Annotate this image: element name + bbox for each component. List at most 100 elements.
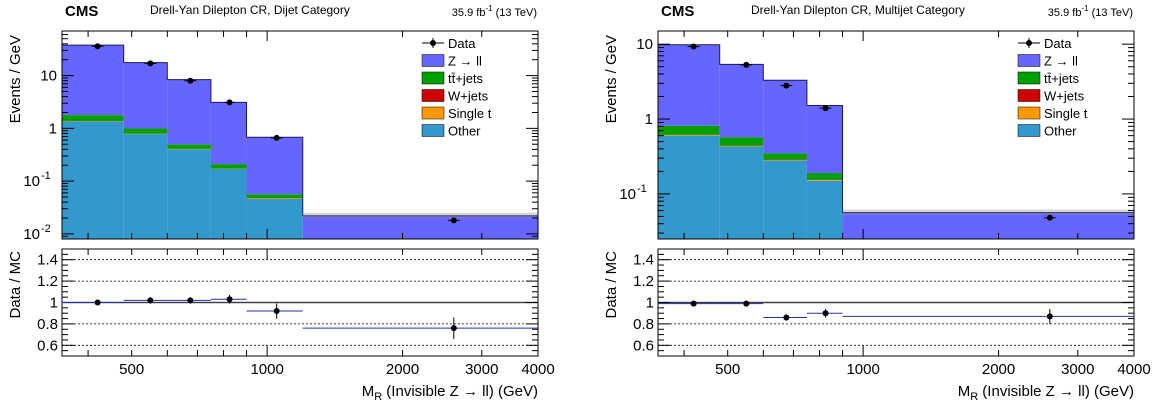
bar-z-ll [62,45,124,116]
legend-swatch [421,106,445,120]
ratio-y-tick-label: 0.8 [37,316,58,333]
data-point [226,99,233,106]
bar-tt-jets [210,164,247,169]
y-tick-label: 10 [636,36,653,53]
y-tick-exponent: -1 [41,170,51,182]
bar-z-ll [246,137,303,195]
chart-title: Drell-Yan Dilepton CR, Multijet Category [751,3,965,17]
bar-z-ll [842,212,1134,239]
main-frame [657,30,1135,240]
experiment-label: CMS [661,3,694,20]
x-tick-label: 2000 [982,361,1015,378]
main-frame [61,30,539,240]
legend-label: Data [1044,36,1072,51]
ratio-point [187,297,194,304]
x-axis-label: MR (Invisible Z → ll) (GeV) [362,383,538,403]
bar-z-ll [719,64,764,138]
bar-z-ll [123,62,168,129]
ratio-point [690,300,697,307]
x-tick-label: 1000 [250,361,283,378]
bar-single-t [763,159,807,161]
bar-tt-jets [246,194,303,199]
bar-z-ll [210,102,247,165]
ratio-y-tick-label: 0.8 [633,316,654,333]
x-tick-label: 3000 [465,361,498,378]
bar-other [658,135,720,239]
x-tick-label: 500 [715,361,740,378]
bar-single-t [806,180,843,181]
ratio-point [822,310,829,317]
ratio-point [273,308,280,315]
bar-tt-jets [719,137,764,146]
legend-data-marker [1026,40,1032,46]
bar-other [719,146,764,239]
ratio-y-tick-label: 0.6 [37,337,58,354]
ratio-y-tick-label: 1 [50,295,58,312]
ratio-y-tick-label: 1.4 [633,252,654,269]
ratio-point [743,300,750,307]
legend-label: Z → ll [448,54,482,69]
data-point [450,217,457,224]
bar-z-ll [302,215,538,239]
bar-other [210,168,247,239]
data-point [273,134,280,141]
x-tick-label: 1000 [846,361,879,378]
ratio-uncertainty-band [62,301,538,304]
bar-z-ll [658,44,720,126]
x-tick-label: 4000 [1117,361,1150,378]
chart-title: Drell-Yan Dilepton CR, Dijet Category [150,3,350,17]
ratio-uncertainty-band [658,301,1134,304]
main-plot-area [62,43,538,239]
data-point [690,43,697,50]
ratio-point [783,314,790,321]
ratio-point [147,297,154,304]
legend-swatch [421,71,445,85]
uncertainty-band [302,212,538,219]
legend-swatch [1017,71,1041,85]
x-tick-label: 3000 [1061,361,1094,378]
y-tick-label: 10 [23,173,40,190]
legend-label: tt̄+jets [448,71,484,86]
legend-label: Other [1044,124,1077,139]
y-tick-exponent: -2 [41,223,51,235]
ratio-y-axis-label: Data / MC [7,251,24,319]
bar-other [806,180,843,239]
data-point [94,43,101,50]
ratio-point [1046,313,1053,320]
uncertainty-band [842,209,1134,216]
y-axis-label: Events / GeV [7,35,24,123]
bar-z-ll [167,79,211,145]
bar-single-t [719,145,764,147]
ratio-y-axis-label: Data / MC [603,251,620,319]
legend-label: tt̄+jets [1044,71,1080,86]
y-tick-label: 10 [40,68,57,85]
lumi-label: 35.9 fb-1 (13 TeV) [1048,4,1133,19]
ratio-y-tick-label: 1 [646,295,654,312]
legend-label: Single t [1044,106,1088,121]
bar-z-ll [806,105,843,174]
main-plot-area [658,43,1134,239]
legend-label: Data [448,36,476,51]
ratio-y-tick-label: 1.2 [37,273,58,290]
legend-swatch [421,89,445,102]
y-tick-label: 1 [645,111,653,128]
data-point [1046,214,1053,221]
ratio-point [226,296,233,303]
ratio-y-tick-label: 1.2 [633,273,654,290]
legend-swatch [1017,124,1041,137]
data-point [822,105,829,112]
bar-tt-jets [658,125,720,135]
bar-other [62,121,124,239]
legend-label: Z → ll [1044,54,1078,69]
x-axis-label: MR (Invisible Z → ll) (GeV) [958,383,1134,403]
bar-other [763,160,807,239]
legend-label: Other [448,124,481,139]
ratio-y-tick-label: 0.6 [633,337,654,354]
data-point [187,77,194,84]
y-axis-label: Events / GeV [603,35,620,123]
bar-tt-jets [763,153,807,160]
y-tick-exponent: -1 [637,183,647,195]
bar-z-ll [763,80,807,154]
legend-label: W+jets [1044,89,1085,104]
